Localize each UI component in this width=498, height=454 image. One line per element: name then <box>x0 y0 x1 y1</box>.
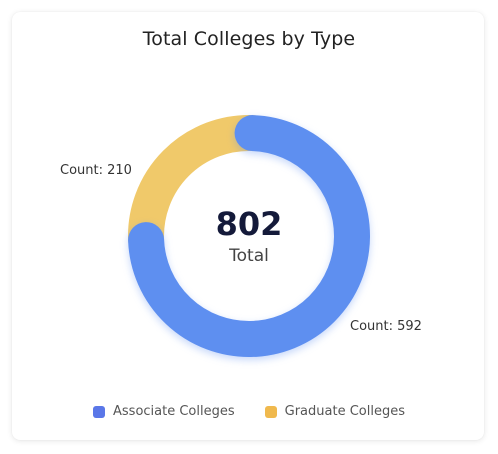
legend: Associate Colleges Graduate Colleges <box>0 404 498 419</box>
chart-title: Total Colleges by Type <box>142 28 356 50</box>
total-label: Total <box>229 246 269 266</box>
legend-item-graduate[interactable]: Graduate Colleges <box>264 404 405 419</box>
legend-swatch-graduate <box>264 405 277 418</box>
chart-card <box>12 12 484 440</box>
legend-item-associate[interactable]: Associate Colleges <box>93 404 235 419</box>
legend-label-graduate: Graduate Colleges <box>284 404 405 419</box>
legend-swatch-associate <box>93 405 105 418</box>
slice-graduate[interactable] <box>128 115 271 259</box>
legend-label-associate: Associate Colleges <box>113 404 235 419</box>
data-label-graduate: Count: 210 <box>60 163 132 178</box>
slice-associate[interactable] <box>128 115 370 357</box>
data-label-associate: Count: 592 <box>350 319 422 334</box>
total-value: 802 <box>215 205 283 243</box>
